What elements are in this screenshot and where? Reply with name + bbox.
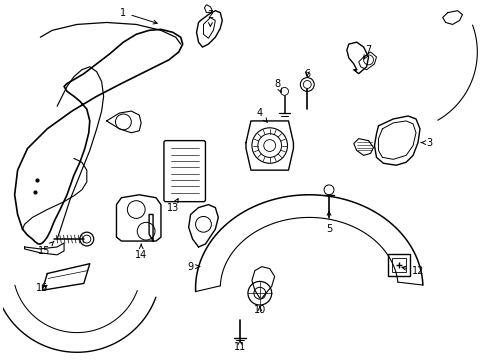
Text: 12: 12 xyxy=(401,266,423,276)
Text: 3: 3 xyxy=(420,138,432,148)
Text: 14: 14 xyxy=(135,244,147,260)
Text: 16: 16 xyxy=(36,283,48,293)
Bar xyxy=(387,254,409,275)
Text: 11: 11 xyxy=(233,339,245,352)
Text: 6: 6 xyxy=(304,69,310,79)
Text: 10: 10 xyxy=(253,305,265,315)
Text: 2: 2 xyxy=(207,10,213,27)
Bar xyxy=(391,258,406,271)
Text: 4: 4 xyxy=(256,108,267,122)
Text: 7: 7 xyxy=(364,45,371,59)
Text: 9: 9 xyxy=(187,262,199,272)
Text: 8: 8 xyxy=(274,78,281,93)
Text: 13: 13 xyxy=(166,199,179,212)
Text: 1: 1 xyxy=(120,8,157,24)
Text: 15: 15 xyxy=(38,241,54,256)
Text: 5: 5 xyxy=(325,211,331,234)
